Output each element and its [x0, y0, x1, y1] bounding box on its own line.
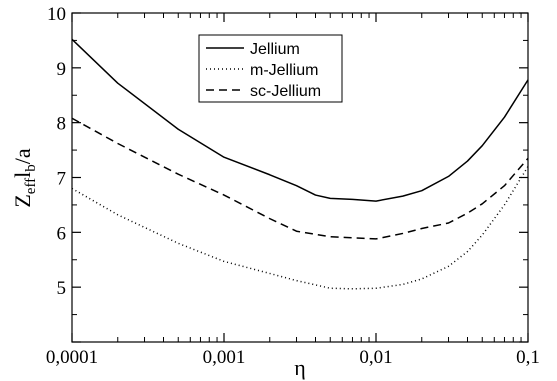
- y-tick-label-6: 10: [47, 4, 66, 25]
- y-axis-label-main: Z: [10, 194, 35, 207]
- y-tick-label-1: 5: [57, 278, 67, 299]
- y-tick-label-3: 7: [57, 169, 67, 190]
- y-tick-label-5: 9: [57, 59, 67, 80]
- x-tick-label-1: 0,001: [203, 347, 246, 368]
- series-line-jellium: [71, 38, 529, 202]
- series-line-m-jellium: [71, 166, 529, 290]
- y-axis-label-sub-b: b: [23, 164, 39, 172]
- series-layer: [71, 38, 529, 290]
- x-axis-label: η: [294, 355, 306, 380]
- legend-box: [198, 34, 343, 103]
- x-tick-label-3: 0,1: [516, 347, 540, 368]
- y-axis-label-sub-eff: eff: [23, 178, 39, 194]
- y-axis-label-tail: /a: [10, 148, 35, 164]
- series-line-sc-jellium: [71, 117, 529, 240]
- legend: Jellium m-Jellium sc-Jellium: [198, 34, 343, 103]
- plot-area-frame: [71, 12, 529, 343]
- legend-label-sc-jellium: sc-Jellium: [250, 83, 321, 100]
- legend-label-jellium: Jellium: [250, 41, 300, 58]
- x-tick-label-2: 0,01: [359, 347, 392, 368]
- y-axis-label-l: l: [10, 172, 35, 178]
- y-axis-label: Zefflb/a: [10, 148, 39, 208]
- y-tick-label-2: 6: [57, 223, 67, 244]
- legend-label-m-jellium: m-Jellium: [250, 62, 318, 79]
- x-tick-label-0: 0,0001: [46, 347, 98, 368]
- ticks-layer: 0,0001 0,001 0,01 0,1 5 6 7 8 9 10: [46, 4, 540, 368]
- y-tick-label-4: 8: [57, 114, 67, 135]
